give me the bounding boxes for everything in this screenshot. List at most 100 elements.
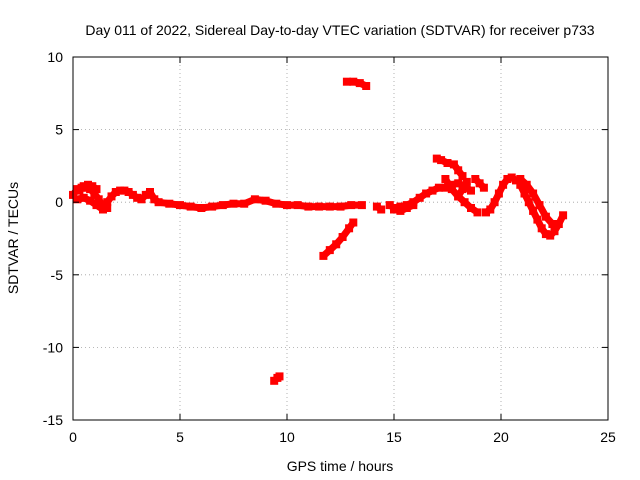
series-high-cluster <box>342 77 371 90</box>
x-tick-label: 10 <box>279 429 295 445</box>
data-point <box>390 205 398 214</box>
data-point <box>250 195 259 204</box>
data-point <box>128 190 137 199</box>
data-point <box>434 183 443 192</box>
y-tick-label: 10 <box>47 49 63 65</box>
data-point <box>99 205 107 214</box>
data-point <box>503 175 512 183</box>
data-point <box>141 190 150 199</box>
data-point <box>75 186 84 195</box>
data-point <box>336 202 345 211</box>
data-point <box>385 201 394 210</box>
data-point <box>422 189 431 198</box>
data-point <box>345 224 354 233</box>
series-descending-segment <box>319 218 358 260</box>
series-late-right-branch <box>454 177 471 201</box>
data-point <box>137 195 146 204</box>
series-hump-back <box>516 180 568 240</box>
data-point <box>362 82 371 90</box>
data-point <box>494 189 503 198</box>
data-point <box>550 227 559 236</box>
data-point <box>402 204 411 212</box>
data-point <box>529 189 538 198</box>
series-hump-front <box>482 173 520 217</box>
data-point <box>315 202 324 211</box>
data-point <box>275 372 284 381</box>
data-point <box>428 186 437 195</box>
data-point <box>261 196 270 205</box>
series-pre-20-dip <box>471 175 488 192</box>
data-point <box>520 189 529 198</box>
series-low-cluster <box>270 372 284 385</box>
data-point <box>458 172 467 181</box>
series-late-lower <box>390 201 418 215</box>
data-point <box>88 182 97 191</box>
y-axis-label: SDTVAR / TECUs <box>5 182 21 294</box>
series-hump-inner <box>516 175 557 228</box>
y-tick-label: -10 <box>43 339 63 355</box>
data-point <box>146 188 154 196</box>
data-point <box>537 224 546 233</box>
data-point <box>460 198 469 207</box>
data-point <box>92 201 101 210</box>
data-point <box>454 192 463 201</box>
data-point <box>92 185 101 194</box>
data-point <box>548 220 557 228</box>
data-point <box>522 180 531 189</box>
series-mid-gap <box>372 202 386 214</box>
data-point <box>490 198 499 207</box>
data-point <box>475 179 484 188</box>
data-point <box>120 186 129 195</box>
grid-lines <box>73 57 608 420</box>
data-point <box>473 208 482 217</box>
data-point <box>462 177 471 186</box>
data-point <box>86 196 95 205</box>
series-upper-loop <box>75 180 101 195</box>
data-point <box>437 156 446 165</box>
data-point <box>349 218 358 227</box>
data-point <box>447 185 456 194</box>
data-point <box>304 202 313 211</box>
data-point <box>349 77 358 86</box>
data-point <box>342 77 351 86</box>
data-point <box>150 195 159 204</box>
plot-frame <box>72 56 609 421</box>
data-point <box>208 202 217 211</box>
data-point <box>218 201 227 210</box>
axis-ticks: 0 5 10 15 20 25 -15 -10 -5 0 5 10 <box>43 49 616 445</box>
data-point <box>499 180 508 189</box>
data-point <box>486 205 495 214</box>
y-tick-label: 0 <box>55 194 63 210</box>
data-point <box>533 215 542 224</box>
data-point <box>507 173 516 182</box>
data-point <box>546 231 555 240</box>
data-point <box>293 201 302 210</box>
data-point <box>283 201 291 210</box>
data-point <box>332 240 341 249</box>
data-point <box>454 179 463 188</box>
data-point <box>467 204 475 212</box>
data-point <box>396 206 405 215</box>
data-point <box>176 201 184 210</box>
data-point <box>432 154 441 163</box>
data-point <box>325 246 334 255</box>
x-tick-label: 25 <box>600 429 616 445</box>
data-point <box>84 180 92 189</box>
data-point <box>229 199 238 208</box>
data-point <box>197 204 206 212</box>
data-point <box>449 160 458 169</box>
data-point <box>535 201 544 210</box>
data-point <box>103 204 112 212</box>
data-point <box>124 188 133 196</box>
data-point <box>529 206 538 215</box>
data-point <box>516 180 525 189</box>
y-tick-label: -5 <box>51 267 64 283</box>
data-point <box>133 193 142 202</box>
data-point <box>479 183 488 192</box>
data-point <box>79 193 88 202</box>
data-point <box>467 186 475 195</box>
series-early-dip <box>73 193 112 214</box>
data-point <box>154 198 163 207</box>
